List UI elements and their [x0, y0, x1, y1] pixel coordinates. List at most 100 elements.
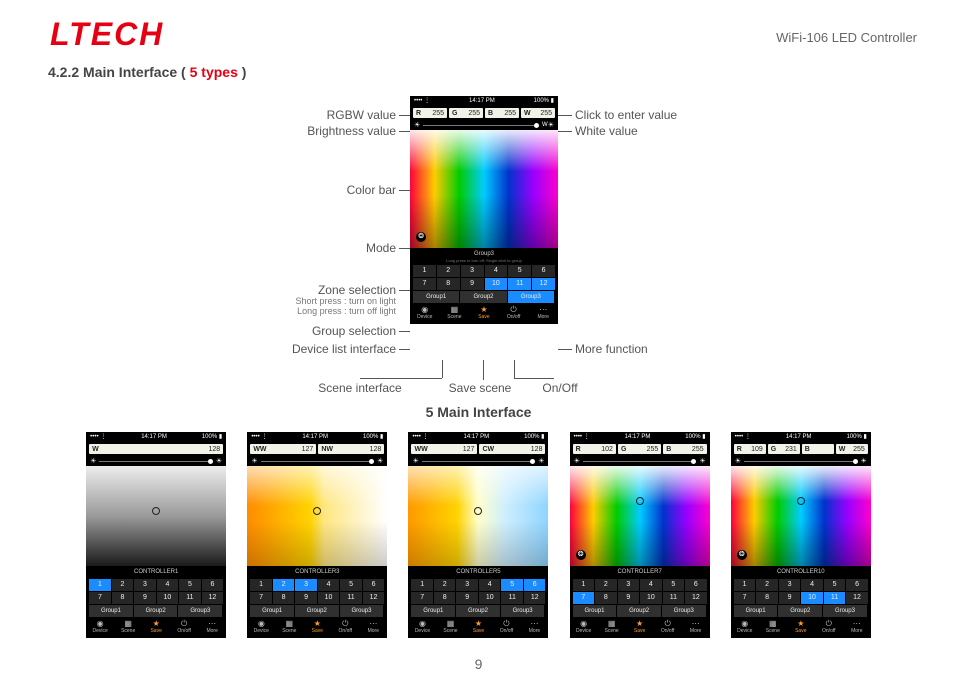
group-tab: Group3 [823, 605, 868, 617]
nav-item-scene: ▦Scene [759, 620, 787, 638]
zone-cell[interactable]: 12 [532, 278, 555, 290]
zone-cell[interactable]: 2 [437, 265, 460, 277]
zone-grid: 123456789101112 [573, 579, 707, 604]
brightness-slider: ☀☀ [408, 456, 548, 466]
annot-line [399, 131, 410, 132]
group-tab: Group1 [250, 605, 295, 617]
group-tabs: Group1Group2Group3 [734, 605, 868, 617]
annot-line [514, 360, 515, 378]
annot-color-bar: Color bar [246, 183, 396, 197]
annot-scene-interface: Scene interface [310, 381, 410, 395]
nav-item-device: ◉Device [86, 620, 114, 638]
value-box: B [802, 444, 834, 454]
group-tabs: Group1Group2Group3 [89, 605, 223, 617]
zone-cell[interactable]: 11 [508, 278, 531, 290]
group-tab: Group2 [295, 605, 340, 617]
nav-item-onoff: ⏻On/off [654, 620, 682, 638]
logo: LTECH [50, 16, 164, 53]
nav-item-save: ★Save [626, 620, 654, 638]
zone-cell: 12 [363, 592, 385, 604]
main-phone-mock: •••• ⋮14:17 PM100% ▮R255G255B255W255☀W☀❂… [410, 96, 558, 324]
zone-section: CONTROLLER7123456789101112Group1Group2Gr… [570, 566, 710, 618]
annot-device-list: Device list interface [226, 342, 396, 356]
zone-title: CONTROLLER5 [411, 568, 545, 577]
group-tab[interactable]: Group1 [413, 291, 460, 303]
zone-cell: 10 [318, 592, 340, 604]
annot-line [514, 378, 554, 379]
value-box: B255 [663, 444, 706, 454]
nav-item-more[interactable]: ⋯More [528, 306, 558, 324]
zone-cell: 11 [824, 592, 846, 604]
value-box[interactable]: B255 [485, 108, 519, 118]
group-tab[interactable]: Group3 [508, 291, 555, 303]
zone-cell: 9 [456, 592, 478, 604]
annot-line [558, 349, 572, 350]
nav-item-save[interactable]: ★Save [469, 306, 499, 324]
annot-rgbw-value: RGBW value [246, 108, 396, 122]
color-picker-area [408, 466, 548, 566]
nav-item-onoff: ⏻On/off [492, 620, 520, 638]
zone-cell: 6 [685, 579, 707, 591]
zone-subtitle: Long press to turn off; Single click to … [413, 259, 555, 263]
zone-cell[interactable]: 3 [461, 265, 484, 277]
zone-cell: 11 [340, 592, 362, 604]
section-title-a: 4.2.2 Main Interface ( [48, 64, 186, 80]
zone-cell[interactable]: 6 [532, 265, 555, 277]
zone-section: CONTROLLER3123456789101112Group1Group2Gr… [247, 566, 387, 618]
zone-cell: 3 [295, 579, 317, 591]
zone-cell[interactable]: 5 [508, 265, 531, 277]
zone-title: CONTROLLER1 [89, 568, 223, 577]
zone-cell: 1 [573, 579, 595, 591]
zone-cell: 8 [434, 592, 456, 604]
zone-cell: 2 [434, 579, 456, 591]
value-box[interactable]: W255 [521, 108, 555, 118]
mode-icon[interactable]: ❂ [416, 232, 426, 242]
nav-item-device[interactable]: ◉Device [410, 306, 440, 324]
nav-item-save: ★Save [464, 620, 492, 638]
brightness-slider: ☀☀ [86, 456, 226, 466]
bottom-nav: ◉Device▦Scene★Save⏻On/off⋯More [247, 618, 387, 638]
zone-cell: 5 [663, 579, 685, 591]
nav-item-scene[interactable]: ▦Scene [440, 306, 470, 324]
color-picker-area[interactable]: ❂ [410, 130, 558, 248]
value-box: G255 [618, 444, 661, 454]
zone-cell[interactable]: 1 [413, 265, 436, 277]
annot-line [399, 331, 410, 332]
value-box[interactable]: G255 [449, 108, 483, 118]
group-tabs: Group1Group2Group3 [250, 605, 384, 617]
zone-cell: 10 [801, 592, 823, 604]
annot-white-value: White value [575, 124, 638, 138]
brightness-slider[interactable]: ☀W☀ [410, 120, 558, 130]
zone-cell[interactable]: 8 [437, 278, 460, 290]
group-tab[interactable]: Group2 [460, 291, 507, 303]
color-picker-area: ❂ [570, 466, 710, 566]
group-tabs: Group1Group2Group3 [573, 605, 707, 617]
zone-cell: 3 [779, 579, 801, 591]
zone-cell: 12 [685, 592, 707, 604]
nav-item-more: ⋯More [682, 620, 710, 638]
cursor-ring [636, 497, 644, 505]
zone-cell: 12 [524, 592, 546, 604]
zone-cell: 8 [112, 592, 134, 604]
nav-item-device: ◉Device [247, 620, 275, 638]
value-box[interactable]: R255 [413, 108, 447, 118]
nav-item-onoff[interactable]: ⏻On/off [499, 306, 529, 324]
cursor-ring [313, 507, 321, 515]
zone-cell: 9 [134, 592, 156, 604]
mode-icon: ❂ [576, 550, 586, 560]
zone-cell[interactable]: 10 [485, 278, 508, 290]
group-tabs: Group1Group2Group3 [411, 605, 545, 617]
value-box: R102 [573, 444, 616, 454]
zone-cell: 1 [734, 579, 756, 591]
cursor-ring [797, 497, 805, 505]
zone-cell: 11 [179, 592, 201, 604]
zone-cell: 2 [595, 579, 617, 591]
group-tab: Group2 [456, 605, 501, 617]
zone-cell[interactable]: 7 [413, 278, 436, 290]
zone-cell: 4 [157, 579, 179, 591]
zone-cell[interactable]: 9 [461, 278, 484, 290]
zone-cell[interactable]: 4 [485, 265, 508, 277]
annot-line [360, 378, 442, 379]
group-tab: Group1 [411, 605, 456, 617]
annot-line [399, 290, 410, 291]
